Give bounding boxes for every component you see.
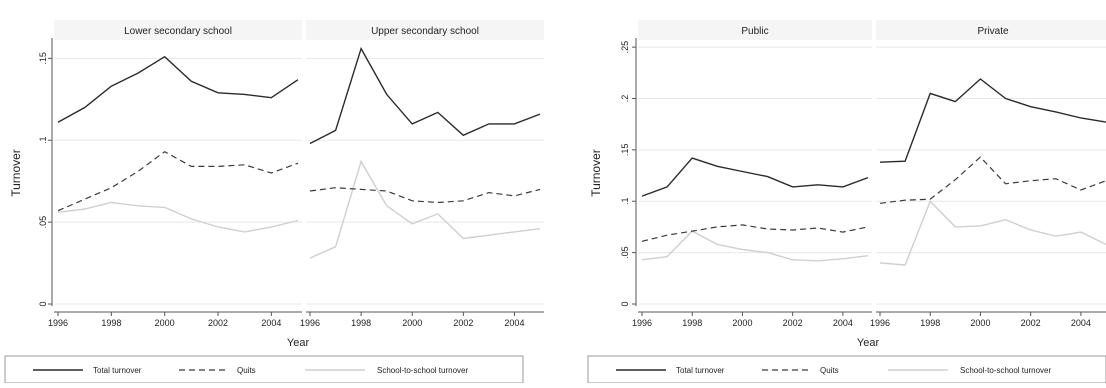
y-tick-label: .2 [620, 95, 630, 103]
panel-title: Lower secondary school [124, 26, 232, 37]
y-tick-label: .25 [620, 41, 630, 54]
y-axis-label: Turnover [9, 149, 23, 197]
series-school-to-school-turnover [641, 230, 869, 262]
y-tick-label: .05 [620, 246, 630, 259]
x-tick-label: 1996 [870, 318, 890, 328]
x-axis-label: Year [857, 337, 880, 349]
panel-title: Private [977, 26, 1009, 37]
series-quits [641, 224, 869, 242]
panel-1: Public 1996 1998 2000 2002 2004 [632, 20, 872, 328]
legend-label-quits: Quits [237, 366, 256, 375]
y-tick-label: .15 [38, 52, 48, 65]
x-tick-label: 1998 [351, 318, 371, 328]
x-tick-label: 2002 [1021, 318, 1041, 328]
x-tick-label: 1998 [682, 318, 702, 328]
y-tick-label: .1 [620, 197, 630, 205]
panel-2: Upper secondary school 1996 1998 2000 2002 20… [300, 20, 544, 328]
x-tick-label: 1996 [48, 318, 68, 328]
legend-box [4, 355, 524, 384]
panel-title: Upper secondary school [371, 26, 479, 37]
x-tick-label: 1996 [300, 318, 320, 328]
x-tick-label: 1996 [632, 318, 652, 328]
panel-header [54, 20, 302, 40]
legend-label-total: Total turnover [93, 366, 142, 375]
panel-2: Private 1996 1998 2000 2002 2004 [870, 20, 1106, 328]
y-tick-label: .05 [38, 216, 48, 229]
x-tick-label: 2004 [261, 318, 281, 328]
legend: Total turnover Quits School-to-school turn… [4, 355, 524, 384]
panel-header [306, 20, 544, 40]
x-tick-label: 2004 [1071, 318, 1091, 328]
x-tick-label: 2000 [970, 318, 990, 328]
legend-label-school: School-to-school turnover [377, 366, 468, 375]
series-school-to-school-turnover [57, 201, 299, 233]
x-tick-label: 2002 [208, 318, 228, 328]
y-tick-label: 0 [38, 301, 48, 306]
x-tick-label: 2000 [732, 318, 752, 328]
series-total-turnover [57, 55, 299, 123]
y-tick-label: .15 [620, 144, 630, 157]
series-total-turnover [309, 46, 541, 145]
panel-header [876, 20, 1106, 40]
x-tick-label: 2002 [783, 318, 803, 328]
panel-title: Public [741, 26, 768, 37]
x-tick-label: 2000 [155, 318, 175, 328]
x-tick-label: 2004 [504, 318, 524, 328]
series-quits [309, 187, 541, 204]
x-tick-label: 2000 [402, 318, 422, 328]
x-tick-label: 2002 [453, 318, 473, 328]
legend-label-total: Total turnover [676, 366, 725, 375]
chart-1: Turnover 0 .05 .1 .15 Lower secondary school 1… [4, 20, 544, 384]
panel-header [638, 20, 872, 40]
series-total-turnover [879, 78, 1106, 163]
legend-label-school: School-to-school turnover [960, 366, 1051, 375]
x-tick-label: 1998 [101, 318, 121, 328]
series-school-to-school-turnover [309, 159, 541, 259]
series-quits [57, 150, 299, 212]
y-tick-label: 0 [620, 301, 630, 306]
series-quits [879, 156, 1106, 204]
y-axis-label: Turnover [589, 149, 603, 197]
series-total-turnover [641, 157, 869, 197]
panel-1: Lower secondary school 1996 1998 2000 2002 20… [48, 20, 302, 328]
x-tick-label: 2004 [833, 318, 853, 328]
legend-label-quits: Quits [820, 366, 839, 375]
y-tick-label: .1 [38, 136, 48, 144]
legend: Total turnover Quits School-to-school turn… [587, 355, 1106, 384]
series-school-to-school-turnover [879, 200, 1106, 266]
chart-2: Turnover 0 .05 .1 .15 .2 .25 Public 1996 1998 2000… [587, 20, 1106, 384]
x-axis-label: Year [287, 337, 310, 349]
x-tick-label: 1998 [920, 318, 940, 328]
